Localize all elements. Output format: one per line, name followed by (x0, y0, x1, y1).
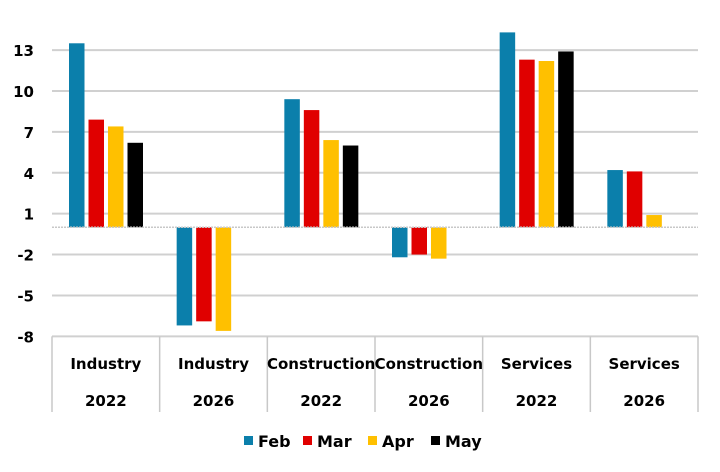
bar-mar (519, 59, 535, 228)
legend-label-apr: Apr (382, 432, 414, 451)
legend-label-mar: Mar (317, 432, 352, 451)
y-tick-label: -5 (17, 287, 34, 305)
y-tick-label: 7 (24, 124, 34, 142)
bar-mar (626, 171, 643, 228)
legend: Feb Mar Apr May (244, 432, 482, 451)
bar-may (558, 51, 574, 228)
y-tick-label: -2 (17, 247, 34, 265)
y-tick-label: -8 (17, 328, 34, 346)
bar-feb (392, 227, 408, 258)
bar-mar (196, 227, 212, 322)
bar-mar (88, 119, 104, 228)
category-label: Construction (375, 355, 483, 373)
y-tick-label: 1 (24, 206, 34, 224)
bar-apr (108, 126, 124, 228)
legend-label-may: May (445, 432, 482, 451)
bar-apr (431, 227, 447, 259)
bar-may (342, 145, 359, 228)
legend-label-feb: Feb (258, 432, 291, 451)
bars (69, 32, 662, 331)
bar-feb (69, 43, 85, 228)
category-label: Services (501, 355, 572, 373)
bar-mar (411, 227, 427, 255)
bar-feb (607, 170, 623, 228)
category-axis-table: Industry 2022 Industry 2026 Construction 2022… (51, 336, 699, 412)
y-tick-label: 10 (13, 83, 34, 101)
legend-swatch-feb (244, 436, 253, 445)
bar-apr (538, 61, 555, 228)
bar-apr (323, 140, 339, 228)
bar-feb (176, 227, 193, 326)
legend-swatch-mar (303, 436, 312, 445)
category-year-label: 2022 (300, 392, 342, 410)
category-year-label: 2022 (85, 392, 127, 410)
bar-mar (303, 110, 320, 228)
category-label: Industry (178, 355, 249, 373)
category-label: Construction (267, 355, 375, 373)
y-axis-ticks: 13 10 7 4 1 -2 -5 -8 (13, 42, 34, 346)
category-year-label: 2022 (516, 392, 558, 410)
bar-apr (215, 227, 232, 331)
legend-swatch-may (431, 436, 440, 445)
bar-feb (499, 32, 516, 228)
category-label: Industry (70, 355, 141, 373)
category-year-label: 2026 (193, 392, 235, 410)
bar-apr (646, 215, 662, 228)
legend-swatch-apr (368, 436, 377, 445)
y-tick-label: 13 (13, 42, 34, 60)
gridlines (52, 49, 698, 338)
bar-may (127, 142, 143, 228)
category-year-label: 2026 (623, 392, 665, 410)
y-tick-label: 4 (24, 165, 34, 183)
bar-feb (284, 99, 300, 228)
category-label: Services (609, 355, 680, 373)
category-year-label: 2026 (408, 392, 450, 410)
